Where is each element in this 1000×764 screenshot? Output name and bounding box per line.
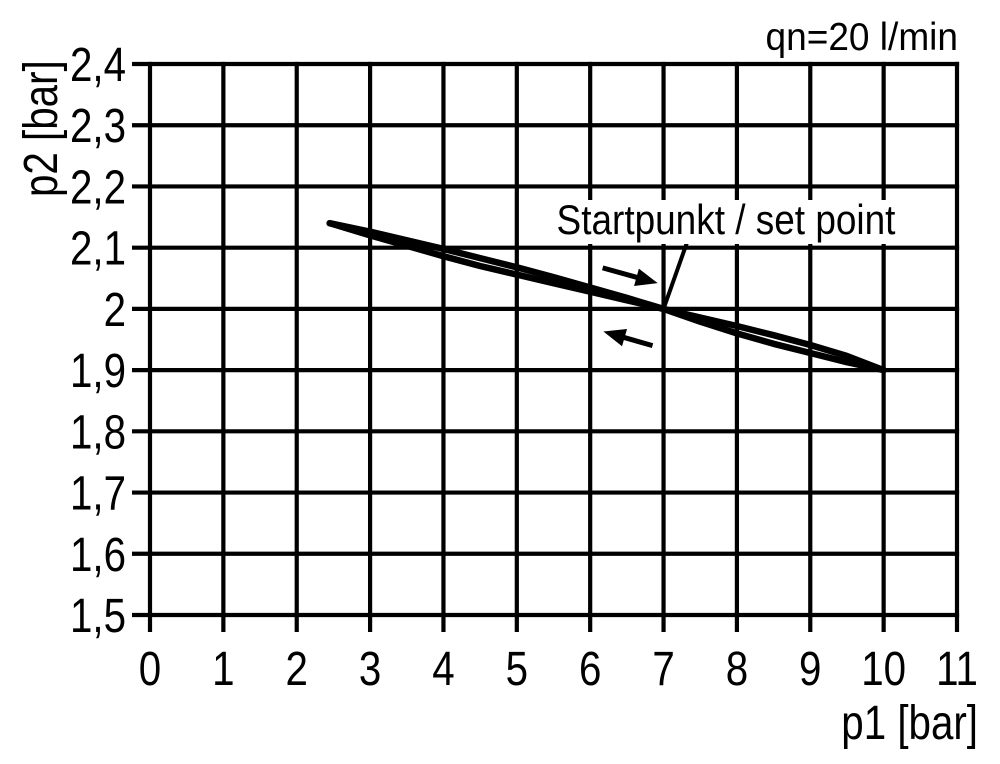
x-axis-label: p1 [bar] — [841, 697, 978, 750]
direction-arrows — [601, 265, 658, 349]
y-tick-labels: 2,4 2,3 2,2 2,1 2 1,9 1,8 1,7 1,6 1,5 — [70, 39, 126, 643]
x-tick-label-3: 3 — [359, 643, 381, 696]
direction-arrow-left-head — [603, 328, 628, 347]
x-tick-label-4: 4 — [432, 643, 454, 696]
y-tick-label-2,2: 2,2 — [70, 161, 126, 214]
x-tick-label-9: 9 — [799, 643, 821, 696]
direction-arrow-right-shaft — [601, 265, 640, 281]
direction-arrow-right-head — [634, 268, 658, 286]
set-point-label-text: Startpunkt / set point — [557, 197, 896, 244]
y-tick-label-2: 2 — [104, 284, 126, 337]
x-tick-labels: 0 1 2 3 4 5 6 7 8 9 10 11 — [139, 643, 978, 696]
y-tick-label-1,8: 1,8 — [70, 406, 126, 459]
set-point-label-background — [548, 200, 904, 244]
x-tick-label-11: 11 — [936, 643, 978, 696]
x-tick-label-2: 2 — [286, 643, 308, 696]
y-tick-label-1,6: 1,6 — [70, 529, 126, 582]
y-tick-label-1,9: 1,9 — [70, 345, 126, 398]
direction-arrow-left-shaft — [621, 334, 654, 349]
x-tick-label-10: 10 — [861, 643, 906, 696]
x-tick-label-7: 7 — [652, 643, 674, 696]
grid-lines — [132, 61, 960, 632]
hysteresis-curves — [326, 219, 887, 374]
x-tick-label-5: 5 — [506, 643, 528, 696]
x-tick-label-1: 1 — [212, 643, 234, 696]
y-tick-label-1,5: 1,5 — [70, 590, 126, 643]
x-tick-label-6: 6 — [579, 643, 601, 696]
x-tick-label-8: 8 — [726, 643, 748, 696]
set-point-label: Startpunkt / set point — [548, 197, 904, 244]
x-tick-label-0: 0 — [139, 643, 161, 696]
y-tick-label-2,4: 2,4 — [70, 39, 126, 92]
y-tick-label-1,7: 1,7 — [70, 467, 126, 520]
y-tick-label-2,1: 2,1 — [70, 222, 126, 275]
y-axis-label: p2 [bar] — [15, 60, 68, 197]
flow-rate-title: qn=20 l/min — [766, 16, 958, 59]
set-point-leader-line — [661, 239, 690, 310]
y-tick-label-2,3: 2,3 — [70, 100, 126, 153]
curve-p1-decreasing — [326, 219, 887, 374]
